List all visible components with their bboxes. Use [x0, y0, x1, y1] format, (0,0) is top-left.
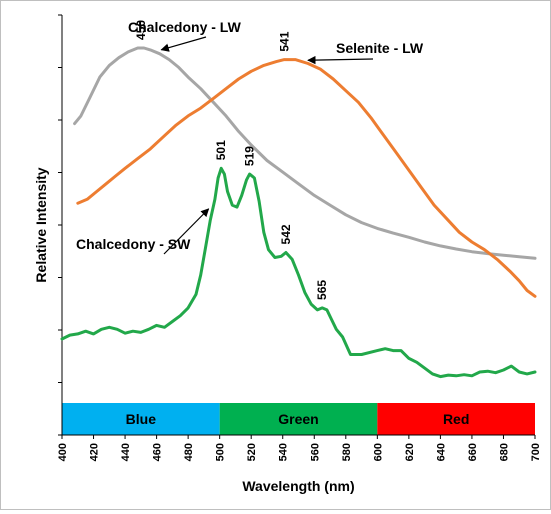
- x-tick-label: 500: [215, 443, 227, 461]
- annotation-arrow-0: [160, 36, 207, 52]
- x-tick-label: 460: [152, 443, 164, 461]
- annotation-label-1: Selenite - LW: [336, 40, 424, 56]
- band-label-blue: Blue: [126, 411, 157, 427]
- x-tick-label: 520: [246, 443, 258, 461]
- color-band-blue: [62, 403, 220, 435]
- annotation-label-0: Chalcedony - LW: [128, 19, 242, 35]
- series-line-0: [73, 46, 537, 260]
- y-axis-title: Relative Intensity: [33, 167, 49, 282]
- series-line-1: [76, 58, 537, 298]
- color-band-red: [377, 403, 535, 435]
- x-tick-label: 640: [435, 443, 447, 461]
- band-label-red: Red: [443, 411, 469, 427]
- color-bands: Blue Green Red: [62, 403, 535, 435]
- annotation-arrow-1: [307, 55, 374, 65]
- axes: 400 420 440 460 480 500 520 540 560 580 600 620 640 6…: [57, 14, 542, 461]
- band-label-green: Green: [278, 411, 318, 427]
- x-tick-label: 560: [309, 443, 321, 461]
- series-lines: [60, 46, 537, 379]
- x-tick-label: 660: [467, 443, 479, 461]
- annotation-arrow-2: [163, 208, 210, 255]
- x-tick-label: 700: [530, 443, 542, 461]
- x-tick-label: 480: [183, 443, 195, 461]
- series-line-2: [60, 166, 537, 379]
- peak-label: 542: [279, 224, 293, 244]
- x-tick-label: 680: [498, 443, 510, 461]
- peak-label: 565: [315, 280, 329, 300]
- annotations: Chalcedony - LW Selenite - LW Chalcedony -…: [76, 19, 424, 255]
- peak-label: 541: [277, 31, 291, 51]
- annotation-label-2: Chalcedony - SW: [76, 236, 191, 252]
- x-tick-label: 600: [372, 443, 384, 461]
- x-tick-label: 420: [89, 443, 101, 461]
- x-tick-label: 580: [341, 443, 353, 461]
- x-tick-label: 440: [120, 443, 132, 461]
- color-band-green: [219, 403, 378, 435]
- peak-labels: 450 541 501 519 542 565: [134, 20, 329, 300]
- x-tick-label: 540: [278, 443, 290, 461]
- x-axis-title: Wavelength (nm): [242, 478, 354, 494]
- peak-label: 519: [243, 146, 257, 166]
- x-tick-label: 620: [404, 443, 416, 461]
- peak-label: 501: [214, 140, 228, 160]
- peak-label: 450: [134, 20, 148, 40]
- x-tick-label: 400: [57, 443, 69, 461]
